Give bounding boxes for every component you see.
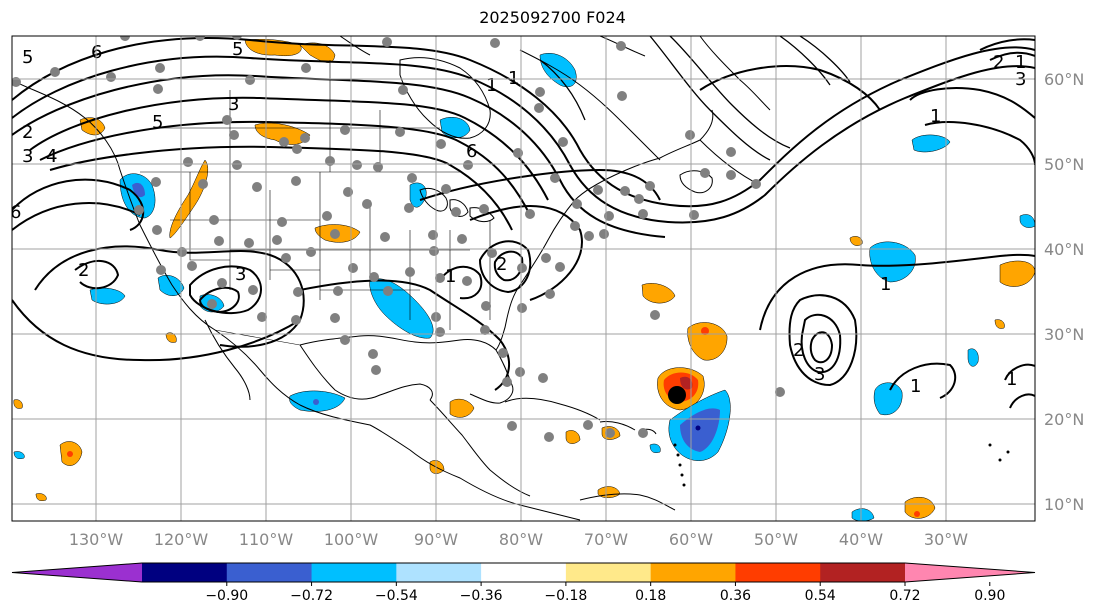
positive-anomaly-area: [449, 398, 475, 418]
positive-anomaly-area: [169, 159, 209, 239]
contour-label: 3: [235, 264, 246, 285]
colorbar-segment: [650, 563, 736, 582]
colorbar-tick-label: −0.90: [205, 588, 248, 604]
storm-center-marker: [668, 386, 686, 404]
contour-label: 3: [228, 94, 239, 115]
colorbar-extend-low: [12, 563, 142, 582]
positive-anomaly-area: [994, 319, 1005, 329]
colorbar-tick-label: 0.54: [805, 588, 836, 604]
negative-anomaly-area: [967, 348, 979, 367]
colorbar-extend-high: [905, 563, 1035, 582]
positive-anomaly-area: [35, 493, 47, 501]
colorbar-tick-label: −0.72: [290, 588, 333, 604]
contour-label: 5: [232, 39, 243, 60]
lat-label: 20°N: [1044, 410, 1084, 429]
contour-label: 5: [22, 47, 33, 68]
positive-anomaly-area: [565, 430, 581, 444]
contour-label: 1: [1015, 52, 1026, 73]
negative-anomaly-area: [911, 134, 951, 153]
station-dots: [12, 36, 785, 442]
colorbar: −0.90 −0.72 −0.54 −0.36 −0.18 0.18 0.36 0.54 0.7…: [11, 562, 1036, 604]
lat-label: 60°N: [1044, 70, 1084, 89]
lat-label: 40°N: [1044, 240, 1084, 259]
contour-label: 4: [46, 146, 57, 167]
contour-label: 6: [466, 141, 477, 162]
negative-anomaly-area: [873, 382, 903, 416]
contour-label: 1: [880, 274, 891, 295]
colorbar-segment: [311, 563, 397, 582]
positive-anomaly-area: [13, 399, 23, 409]
colorbar-segment: [565, 563, 652, 582]
colorbar-tick-label: −0.18: [544, 588, 587, 604]
positive-anomaly-area: [641, 283, 676, 304]
latitude-labels: 60°N 50°N 40°N 30°N 20°N 10°N: [1044, 70, 1084, 514]
lon-label: 80°W: [499, 530, 543, 549]
coastlines: [12, 36, 1010, 521]
contour-label: 3: [814, 364, 825, 385]
positive-anomaly-area: [849, 236, 863, 246]
contour-label: 1: [910, 376, 921, 397]
lon-label: 30°W: [924, 530, 968, 549]
map-title: 2025092700 F024: [479, 8, 626, 27]
colorbar-tick-label: 0.18: [635, 588, 666, 604]
contour-label: 1: [930, 106, 941, 127]
colorbar-tick-label: −0.54: [375, 588, 418, 604]
lon-label: 50°W: [754, 530, 798, 549]
contour-label: 2: [78, 260, 89, 281]
lon-label: 40°W: [839, 530, 883, 549]
colorbar-tick-label: 0.36: [720, 588, 751, 604]
colorbar-segment: [226, 563, 313, 582]
colorbar-segment: [142, 563, 228, 582]
colorbar-segment: [820, 563, 906, 582]
lon-label: 90°W: [414, 530, 458, 549]
lon-label: 60°W: [669, 530, 713, 549]
contour-label-group: 5 6 1 1 2 3 4 5 6 2 3 1 2 3 1 1 1 2 3 1 …: [10, 39, 1026, 397]
colorbar-segment: [396, 563, 482, 582]
contour-lines: [12, 37, 1035, 409]
contour-label: 2: [993, 52, 1004, 73]
negative-anomaly-area: [439, 117, 471, 138]
contour-label: 5: [152, 112, 163, 133]
graticule: [12, 36, 1035, 521]
positive-anomaly-area: [165, 332, 177, 343]
contour-label: 3: [22, 146, 33, 167]
longitude-labels: 130°W 120°W 110°W 100°W 90°W 80°W 70°W 6…: [69, 530, 968, 549]
lon-label: 100°W: [324, 530, 379, 549]
colorbar-tick-label: 0.72: [889, 588, 920, 604]
contour-label: 1: [486, 75, 497, 96]
plot-frame: [11, 35, 1036, 522]
positive-anomaly-area: [904, 496, 936, 519]
lon-label: 70°W: [584, 530, 628, 549]
lat-label: 50°N: [1044, 155, 1084, 174]
contour-label: 2: [22, 122, 33, 143]
contour-label: 6: [10, 202, 21, 223]
contour-label: 1: [445, 266, 456, 287]
colorbar-tick-label: 0.90: [974, 588, 1005, 604]
contour-label: 2: [793, 340, 804, 361]
colorbar-tick-label: −0.36: [460, 588, 503, 604]
lon-label: 130°W: [69, 530, 124, 549]
negative-anomaly-area: [13, 451, 25, 459]
lat-label: 30°N: [1044, 325, 1084, 344]
colorbar-outline: [11, 562, 1036, 583]
positive-anomaly-area: [299, 42, 336, 63]
negative-anomaly-area: [869, 241, 916, 283]
lon-label: 110°W: [239, 530, 294, 549]
colorbar-segment: [481, 563, 567, 582]
negative-anomaly-area: [649, 443, 661, 453]
contour-label: 4: [46, 146, 57, 167]
contour-label: 1: [1006, 369, 1017, 390]
colorbar-segment: [735, 563, 821, 582]
negative-anomaly-area: [851, 508, 875, 521]
contour-label: 6: [91, 42, 102, 63]
contour-label: 2: [496, 254, 507, 275]
lon-label: 120°W: [154, 530, 209, 549]
lat-label: 10°N: [1044, 495, 1084, 514]
